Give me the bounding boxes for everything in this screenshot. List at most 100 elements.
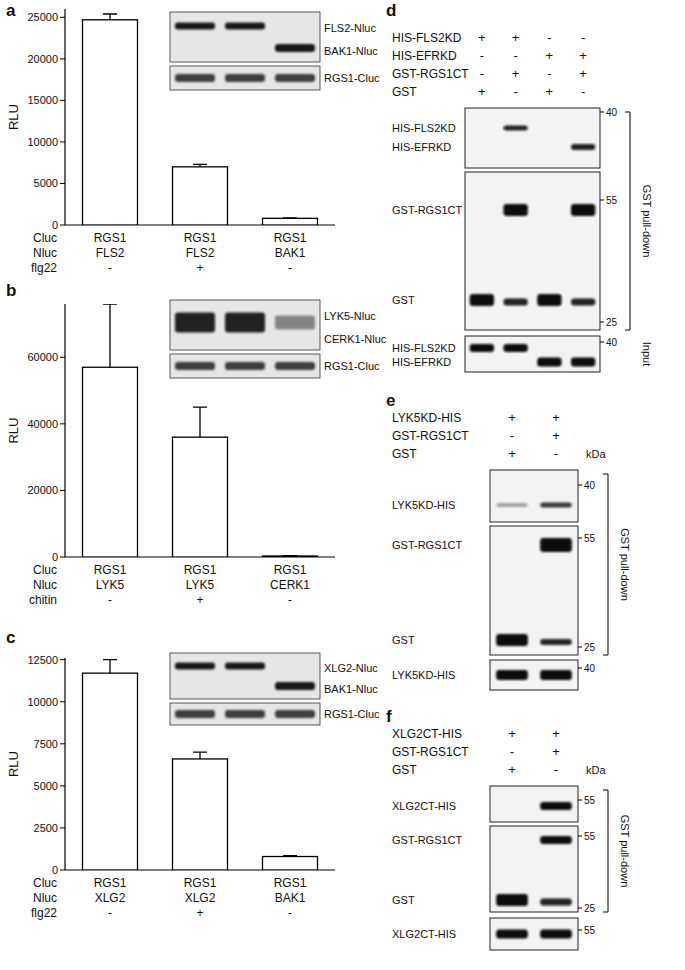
inset-blot: FLS2-NlucBAK1-NlucRGS1-Cluc (170, 12, 380, 90)
condition-sign: + (478, 84, 486, 99)
inset-label: FLS2-Nluc (324, 22, 376, 34)
y-tick-label: 40000 (27, 418, 58, 430)
bar (173, 759, 228, 870)
bar (83, 673, 138, 870)
row-cell: FLS2 (96, 246, 125, 260)
condition-label: GST (392, 763, 417, 777)
inset-blot: XLG2-NlucBAK1-NlucRGS1-Cluc (170, 653, 380, 725)
y-tick-label: 15000 (27, 94, 58, 106)
band-label: HIS-FLS2KD (392, 342, 456, 354)
error-bar (283, 555, 297, 557)
band-label: HIS-FLS2KD (392, 122, 456, 134)
y-tick-label: 60000 (27, 351, 58, 363)
error-bar (193, 164, 207, 166)
band-label: XLG2CT-HIS (392, 800, 456, 812)
row-cell: RGS1 (94, 876, 127, 890)
band (275, 44, 315, 52)
blot-box (490, 786, 578, 822)
y-tick (60, 183, 65, 184)
inset-label: RGS1-Cluc (324, 708, 380, 720)
blot-box (465, 172, 600, 330)
row-cell: RGS1 (94, 231, 127, 245)
marker-tick (578, 647, 582, 648)
row-cell: LYK5 (96, 578, 125, 592)
band-label: GST (392, 894, 415, 906)
condition-sign: + (579, 48, 587, 63)
condition-sign: + (552, 744, 560, 759)
y-tick (60, 659, 65, 660)
row-cell: - (288, 261, 292, 275)
blot-box (490, 918, 578, 950)
pulldown-blot: XLG2CT-HIS++GST-RGS1CT-+GST+-kDaXLG2CT-H… (392, 726, 631, 950)
row-cell: BAK1 (275, 246, 306, 260)
condition-sign: - (554, 762, 558, 777)
band (225, 23, 265, 30)
condition-label: HIS-FLS2KD (392, 31, 462, 45)
band (175, 710, 215, 718)
condition-sign: + (546, 48, 554, 63)
blot-box (490, 470, 578, 522)
y-tick-label: 5000 (34, 780, 58, 792)
panel-label: a (6, 1, 16, 20)
condition-sign: + (508, 762, 516, 777)
band (225, 362, 265, 370)
condition-sign: + (546, 84, 554, 99)
row-cell: - (108, 593, 112, 607)
band (470, 344, 494, 352)
y-tick-label: 0 (52, 864, 58, 876)
blot-box (170, 653, 320, 699)
row-cell: RGS1 (274, 876, 307, 890)
panel-label: f (386, 707, 392, 726)
band (540, 538, 572, 552)
y-axis-label: RLU (6, 417, 21, 443)
condition-sign: + (552, 428, 560, 443)
bracket (625, 112, 630, 330)
condition-sign: + (552, 410, 560, 425)
y-tick-label: 10000 (27, 136, 58, 148)
row-cell: RGS1 (94, 563, 127, 577)
error-bar (103, 660, 117, 673)
marker-tick (600, 322, 604, 323)
row-label: Nluc (33, 891, 57, 905)
y-tick (60, 17, 65, 18)
band (540, 899, 572, 906)
row-label: Cluc (33, 563, 57, 577)
y-tick (60, 490, 65, 491)
error-bar (193, 407, 207, 437)
bar (263, 218, 318, 225)
marker-tick (578, 908, 582, 909)
marker-label: 55 (584, 533, 596, 544)
condition-label: XLG2CT-HIS (392, 727, 462, 741)
blot-box (170, 703, 320, 725)
bar-chart: 0200004000060000RLUClucRGS1RGS1RGS1NlucL… (6, 300, 387, 607)
condition-sign: - (513, 48, 517, 63)
row-cell: - (108, 261, 112, 275)
panel-label: e (386, 391, 395, 410)
band-label: HIS-EFRKD (392, 141, 451, 153)
kda-label: kDa (586, 764, 606, 776)
condition-sign: - (480, 66, 484, 81)
y-tick (60, 701, 65, 702)
bar (263, 555, 318, 557)
band (540, 639, 572, 645)
y-tick-label: 12500 (27, 654, 58, 666)
row-label: Cluc (33, 876, 57, 890)
row-label: Nluc (33, 578, 57, 592)
marker-tick (578, 485, 582, 486)
row-label: chitin (29, 593, 57, 607)
row-cell: XLG2 (185, 891, 216, 905)
panel-label: d (386, 1, 396, 20)
pulldown-blot: HIS-FLS2KD++--HIS-EFRKD--++GST-RGS1CT-+-… (392, 30, 653, 372)
condition-label: HIS-EFRKD (392, 49, 457, 63)
blot-box (490, 826, 578, 912)
bracket-label: GST pull-down (641, 185, 653, 258)
marker-tick (578, 836, 582, 837)
condition-sign: - (554, 446, 558, 461)
blot-box (465, 336, 600, 372)
bar (83, 20, 138, 225)
row-cell: CERK1 (270, 578, 310, 592)
marker-label: 55 (584, 831, 596, 842)
inset-blot: LYK5-NlucCERK1-NlucRGS1-Cluc (170, 300, 387, 378)
y-tick (60, 225, 65, 226)
row-cell: RGS1 (274, 231, 307, 245)
